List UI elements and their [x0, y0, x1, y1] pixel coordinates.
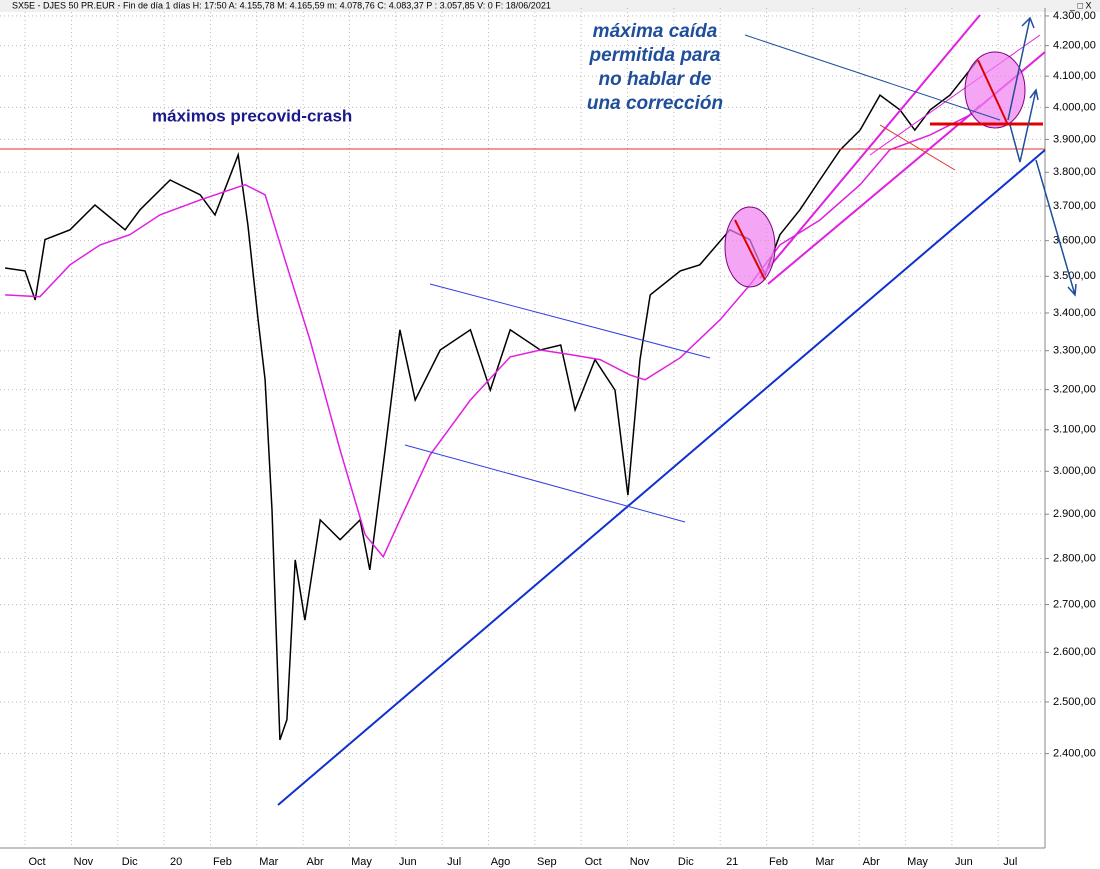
x-tick-label: May — [351, 856, 372, 868]
channel-line — [759, 14, 981, 279]
x-tick-label: Jun — [399, 856, 417, 868]
highlight-circle — [724, 206, 776, 288]
annotation: no hablar de — [599, 69, 712, 90]
arrow — [1035, 159, 1077, 297]
y-tick-label: 2.800,00 — [1053, 552, 1096, 564]
annotation: máximos precovid-crash — [152, 106, 352, 125]
x-tick-label: May — [907, 856, 928, 868]
x-tick-label: Abr — [863, 856, 880, 868]
y-tick-label: 3.700,00 — [1053, 200, 1096, 212]
window-buttons[interactable]: _ □ X — [1069, 0, 1091, 10]
y-tick-label: 3.900,00 — [1053, 133, 1096, 145]
channel-line — [429, 283, 711, 359]
x-tick-label: Nov — [630, 856, 650, 868]
y-tick-label: 4.100,00 — [1053, 70, 1096, 82]
y-tick-label: 2.700,00 — [1053, 598, 1096, 610]
x-tick-label: Sep — [537, 856, 557, 868]
x-tick-label: Oct — [29, 856, 46, 868]
drawings — [0, 14, 1077, 806]
y-tick-label: 3.800,00 — [1053, 166, 1096, 178]
arrow — [1007, 16, 1035, 121]
y-tick-label: 4.200,00 — [1053, 40, 1096, 52]
y-tick-label: 2.900,00 — [1053, 508, 1096, 520]
x-tick-label: 21 — [726, 856, 738, 868]
y-tick-label: 3.100,00 — [1053, 424, 1096, 436]
x-tick-label: Mar — [815, 856, 834, 868]
y-tick-label: 2.500,00 — [1053, 696, 1096, 708]
x-tick-label: Oct — [585, 856, 602, 868]
x-tick-label: Jun — [955, 856, 973, 868]
channel-line — [404, 444, 686, 523]
price-line — [5, 104, 981, 559]
annotation: una corrección — [587, 93, 723, 114]
drawing-line — [977, 59, 1009, 126]
x-tick-label: Feb — [769, 856, 788, 868]
y-tick-label: 3.500,00 — [1053, 270, 1096, 282]
x-tick-label: Ago — [491, 856, 511, 868]
trend-line — [277, 149, 1046, 806]
annotation: máxima caída — [593, 21, 718, 42]
x-tick-label: Dic — [678, 856, 694, 868]
x-tick-label: Nov — [74, 856, 94, 868]
plot — [4, 59, 981, 741]
x-tick-label: Jul — [447, 856, 461, 868]
y-tick-label: 3.200,00 — [1053, 384, 1096, 396]
y-tick-label: 3.600,00 — [1053, 235, 1096, 247]
channel-line — [869, 34, 1041, 156]
header-bar — [0, 0, 1100, 12]
y-tick-label: 3.000,00 — [1053, 465, 1096, 477]
grid: 2.400,00 2.500,00 2.600,00 2.700,00 2.800,00… — [0, 8, 1096, 868]
y-tick-label: 3.400,00 — [1053, 307, 1096, 319]
y-tick-label: 4.000,00 — [1053, 101, 1096, 113]
x-tick-label: Dic — [122, 856, 138, 868]
highlight-circle — [964, 51, 1026, 129]
x-tick-label: Mar — [259, 856, 278, 868]
y-tick-label: 2.600,00 — [1053, 646, 1096, 658]
x-tick-label: Jul — [1003, 856, 1017, 868]
x-tick-label: Abr — [307, 856, 324, 868]
y-tick-label: 2.400,00 — [1053, 747, 1096, 759]
pointer-line — [744, 34, 1001, 121]
price-line — [4, 59, 979, 741]
header-text: SX5E - DJES 50 PR.EUR - Fin de día 1 día… — [12, 0, 551, 10]
y-tick-label: 4.300,00 — [1053, 10, 1096, 22]
arrow — [1009, 88, 1039, 163]
y-tick-label: 3.300,00 — [1053, 345, 1096, 357]
annotation: permitida para — [589, 45, 721, 66]
x-tick-label: Feb — [213, 856, 232, 868]
drawing-line — [734, 219, 766, 281]
drawing-line — [879, 124, 956, 171]
x-tick-label: 20 — [170, 856, 182, 868]
